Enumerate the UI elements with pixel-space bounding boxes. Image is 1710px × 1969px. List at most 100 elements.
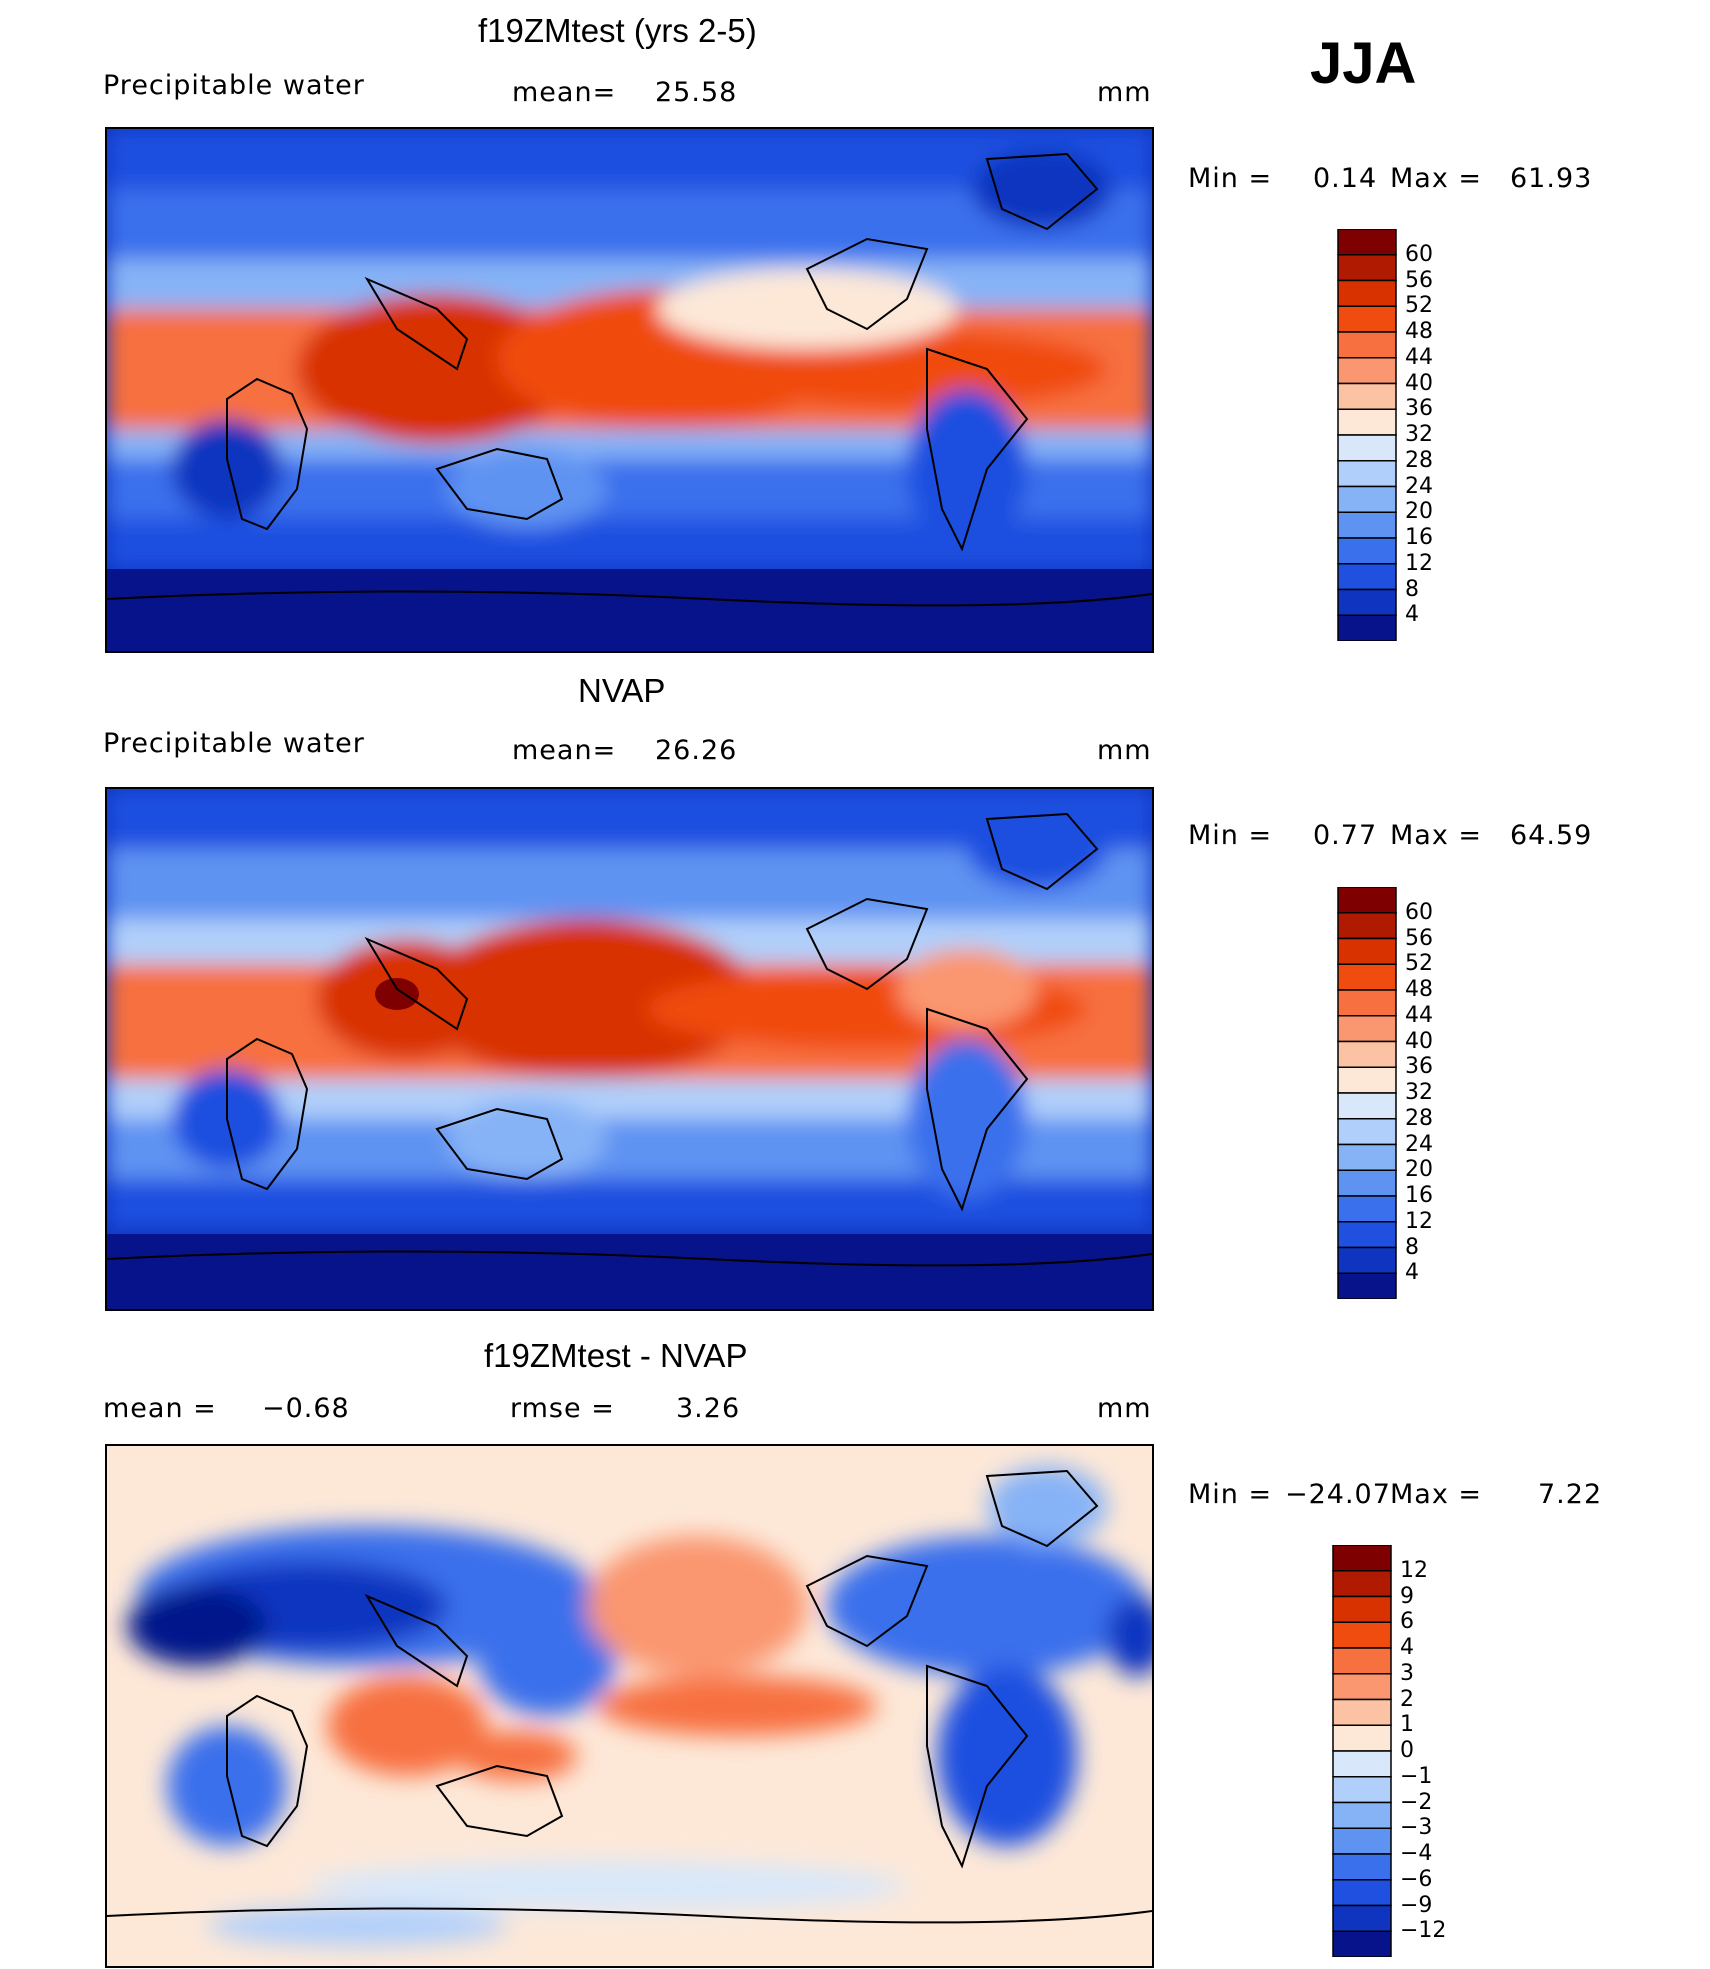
colorbar-swatch bbox=[1337, 1040, 1397, 1068]
colorbar-tick-label: 60 bbox=[1405, 241, 1433, 267]
colorbar-tick-label: 9 bbox=[1400, 1583, 1414, 1609]
colorbar-tick-label: 8 bbox=[1405, 1234, 1419, 1260]
colorbar-tick-label: 44 bbox=[1405, 344, 1433, 370]
colorbar-swatch bbox=[1337, 588, 1397, 616]
colorbar-tick-label: 36 bbox=[1405, 396, 1433, 422]
colorbar-swatch bbox=[1337, 1143, 1397, 1171]
panel-3-mean-value: −0.68 bbox=[262, 1393, 350, 1424]
colorbar-tick-label: 36 bbox=[1405, 1054, 1433, 1080]
colorbar-swatch bbox=[1337, 989, 1397, 1017]
panel-2-max-value: 64.59 bbox=[1510, 820, 1593, 851]
colorbar-swatch bbox=[1337, 1246, 1397, 1274]
panel-2-variable-label: Precipitable water bbox=[103, 728, 365, 759]
colorbar-swatch bbox=[1337, 1272, 1397, 1300]
panel-2-min-value: 0.77 bbox=[1313, 820, 1378, 851]
panel-1-map bbox=[105, 127, 1154, 653]
panel-3-max-value: 7.22 bbox=[1538, 1479, 1603, 1510]
colorbar-swatch bbox=[1332, 1724, 1392, 1752]
colorbar-tick-label: 4 bbox=[1400, 1635, 1414, 1660]
colorbar-swatch bbox=[1337, 460, 1397, 488]
panel-2-title: NVAP bbox=[578, 672, 666, 709]
colorbar-tick-label: 56 bbox=[1405, 925, 1433, 951]
colorbar-tick-label: 56 bbox=[1405, 267, 1433, 293]
panel-2-map bbox=[105, 787, 1154, 1311]
colorbar-swatch bbox=[1337, 279, 1397, 307]
panel-2-min-label: Min = bbox=[1188, 820, 1273, 851]
panel-1-mean-label: mean= bbox=[512, 77, 617, 108]
colorbar-swatch bbox=[1332, 1621, 1392, 1649]
colorbar-swatch bbox=[1337, 886, 1397, 914]
colorbar-swatch bbox=[1332, 1698, 1392, 1726]
colorbar-tick-label: 40 bbox=[1405, 370, 1433, 396]
colorbar-tick-label: 40 bbox=[1405, 1028, 1433, 1054]
panel-1-min-label: Min = bbox=[1188, 163, 1273, 194]
colorbar-tick-label: 12 bbox=[1405, 1208, 1433, 1234]
colorbar-swatch bbox=[1332, 1570, 1392, 1598]
season-label: JJA bbox=[1310, 31, 1417, 96]
colorbar-swatch bbox=[1337, 434, 1397, 462]
colorbar-tick-label: 16 bbox=[1405, 525, 1433, 550]
colorbar-tick-label: 1 bbox=[1400, 1712, 1414, 1738]
panel-1-colorbar: 60 56 52 48 44 40 36 32 28 24 20 16 12 8 4 bbox=[1337, 228, 1433, 642]
panel-3-min-label: Min = bbox=[1188, 1479, 1273, 1510]
colorbar-swatch bbox=[1332, 1879, 1392, 1907]
colorbar-swatch bbox=[1337, 537, 1397, 565]
panel-2-max-label: Max = bbox=[1390, 820, 1483, 851]
panel-3-rmse-label: rmse = bbox=[510, 1393, 615, 1424]
panel-3-rmse-value: 3.26 bbox=[676, 1393, 741, 1424]
colorbar-swatch bbox=[1332, 1544, 1392, 1572]
colorbar-swatch bbox=[1337, 563, 1397, 591]
colorbar-tick-label: 0 bbox=[1400, 1738, 1414, 1763]
panel-1-max-label: Max = bbox=[1390, 163, 1483, 194]
colorbar-swatch bbox=[1337, 357, 1397, 385]
colorbar-tick-label: −9 bbox=[1400, 1892, 1433, 1918]
panel-1-title: f19ZMtest (yrs 2-5) bbox=[478, 12, 757, 49]
colorbar-swatch bbox=[1332, 1801, 1392, 1829]
colorbar-tick-label: 20 bbox=[1405, 1157, 1433, 1183]
panel-3-colorbar: 12 9 6 4 3 2 1 0 −1 −2 −3 −4 −6 −9 −12 bbox=[1332, 1544, 1446, 1958]
panel-3-mean-label: mean = bbox=[103, 1393, 217, 1424]
colorbar-tick-label: 4 bbox=[1405, 1260, 1419, 1286]
colorbar-swatch bbox=[1337, 1221, 1397, 1249]
colorbar-tick-label: −3 bbox=[1400, 1815, 1433, 1841]
colorbar-tick-label: 60 bbox=[1405, 899, 1433, 925]
colorbar-swatch bbox=[1332, 1853, 1392, 1881]
colorbar-swatch bbox=[1337, 1118, 1397, 1146]
colorbar-swatch bbox=[1337, 254, 1397, 282]
panel-3-units: mm bbox=[1097, 1393, 1152, 1424]
colorbar-tick-label: 12 bbox=[1400, 1557, 1428, 1583]
colorbar-swatch bbox=[1337, 305, 1397, 333]
colorbar-swatch bbox=[1337, 912, 1397, 940]
panel-1-max-value: 61.93 bbox=[1510, 163, 1593, 194]
colorbar-swatch bbox=[1332, 1750, 1392, 1778]
colorbar-svg bbox=[1337, 228, 1397, 642]
colorbar-swatch bbox=[1332, 1673, 1392, 1701]
colorbar-swatch bbox=[1337, 1195, 1397, 1223]
colorbar-tick-label: 48 bbox=[1405, 977, 1433, 1002]
colorbar-swatch bbox=[1332, 1647, 1392, 1675]
colorbar-tick-label: 52 bbox=[1405, 951, 1433, 977]
colorbar-tick-label: 24 bbox=[1405, 1131, 1433, 1157]
colorbar-svg bbox=[1337, 886, 1397, 1300]
colorbar-swatch bbox=[1337, 228, 1397, 256]
panel-1-min-value: 0.14 bbox=[1313, 163, 1378, 194]
colorbar-tick-label: −1 bbox=[1400, 1763, 1433, 1789]
colorbar-tick-label: 24 bbox=[1405, 473, 1433, 499]
colorbar-swatch bbox=[1332, 1827, 1392, 1855]
colorbar-swatch bbox=[1337, 331, 1397, 359]
colorbar-tick-label: 4 bbox=[1405, 602, 1419, 628]
colorbar-tick-label: 32 bbox=[1405, 1080, 1433, 1105]
colorbar-tick-label: 16 bbox=[1405, 1183, 1433, 1208]
colorbar-tick-label: 2 bbox=[1400, 1686, 1414, 1712]
colorbar-swatch bbox=[1332, 1904, 1392, 1932]
colorbar-swatch bbox=[1332, 1595, 1392, 1623]
panel-3-title: f19ZMtest - NVAP bbox=[484, 1337, 748, 1374]
colorbar-swatch bbox=[1337, 614, 1397, 642]
panel-2-colorbar: 60 56 52 48 44 40 36 32 28 24 20 16 12 8 4 bbox=[1337, 886, 1433, 1300]
panel-3-map bbox=[105, 1444, 1154, 1968]
colorbar-tick-label: 28 bbox=[1405, 447, 1433, 473]
colorbar-tick-label: 6 bbox=[1400, 1609, 1414, 1635]
colorbar-tick-label: 3 bbox=[1400, 1660, 1414, 1686]
colorbar-tick-label: 32 bbox=[1405, 422, 1433, 447]
colorbar-tick-label: −4 bbox=[1400, 1841, 1433, 1866]
